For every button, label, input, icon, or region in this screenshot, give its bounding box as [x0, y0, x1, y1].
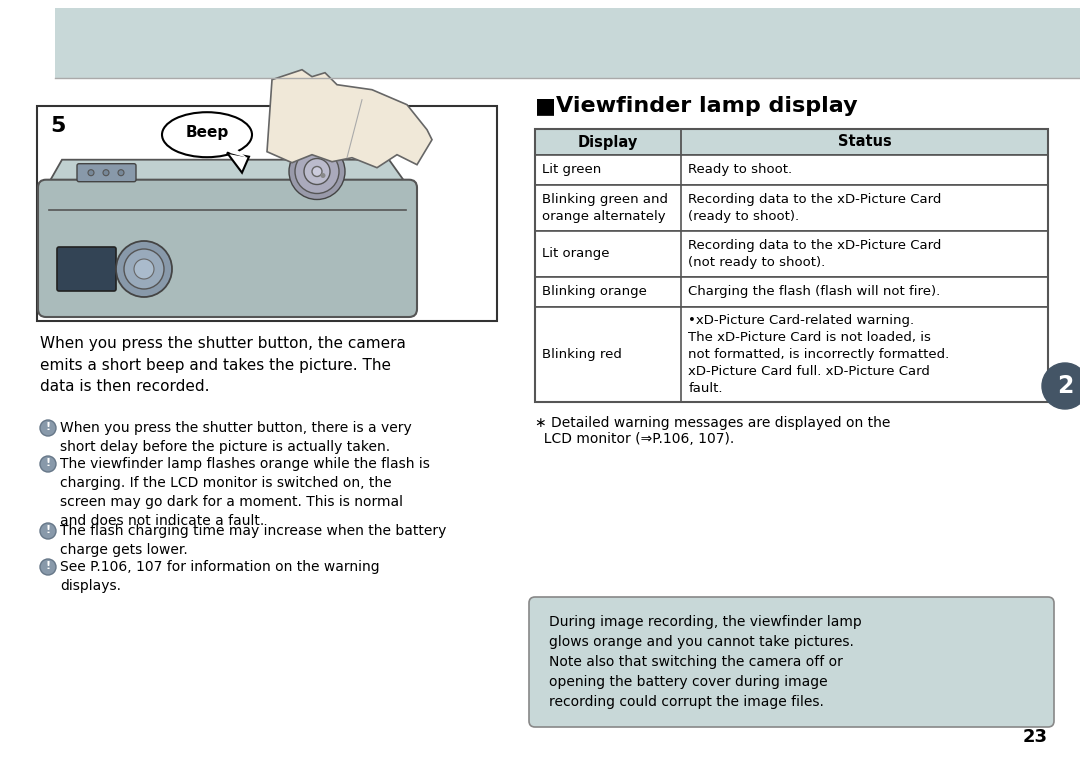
Text: Blinking red: Blinking red [542, 348, 622, 361]
Text: !: ! [45, 525, 51, 535]
Text: !: ! [45, 458, 51, 468]
Text: •xD-Picture Card-related warning.
The xD-Picture Card is not loaded, is
not form: •xD-Picture Card-related warning. The xD… [688, 314, 949, 395]
Bar [535, 185, 1048, 231]
Text: See P.106, 107 for information on the warning
displays.: See P.106, 107 for information on the wa… [60, 560, 380, 593]
Text: The viewfinder lamp flashes orange while the flash is
charging. If the LCD monit: The viewfinder lamp flashes orange while… [60, 457, 430, 528]
Ellipse shape [162, 113, 252, 158]
Text: Recording data to the xD-Picture Card
(not ready to shoot).: Recording data to the xD-Picture Card (n… [688, 239, 942, 269]
Text: Beep: Beep [186, 125, 229, 140]
FancyBboxPatch shape [38, 180, 417, 317]
Polygon shape [267, 70, 432, 168]
Text: Lit orange: Lit orange [542, 248, 609, 261]
Circle shape [103, 170, 109, 175]
Circle shape [295, 150, 339, 193]
Text: Blinking green and
orange alternately: Blinking green and orange alternately [542, 193, 669, 223]
Polygon shape [306, 95, 328, 140]
Text: Charging the flash (flash will not fire).: Charging the flash (flash will not fire)… [688, 286, 941, 299]
Text: 5: 5 [50, 116, 66, 136]
Polygon shape [46, 160, 409, 188]
Bar [535, 231, 1048, 277]
FancyBboxPatch shape [77, 164, 136, 182]
Text: LCD monitor (⇒P.106, 107).: LCD monitor (⇒P.106, 107). [535, 432, 734, 446]
Bar [37, 106, 497, 321]
Text: During image recording, the viewfinder lamp
glows orange and you cannot take pic: During image recording, the viewfinder l… [549, 615, 862, 709]
Circle shape [116, 241, 172, 297]
Bar [535, 277, 1048, 307]
Circle shape [40, 456, 56, 472]
Circle shape [303, 158, 330, 185]
Text: !: ! [45, 561, 51, 571]
Text: ∗ Detailed warning messages are displayed on the: ∗ Detailed warning messages are displaye… [535, 416, 890, 430]
Text: Viewfinder lamp display: Viewfinder lamp display [556, 96, 858, 116]
Text: Blinking orange: Blinking orange [542, 286, 647, 299]
Bar [535, 129, 1048, 402]
Polygon shape [227, 153, 249, 173]
Text: 2: 2 [1057, 374, 1074, 398]
FancyBboxPatch shape [529, 597, 1054, 727]
Circle shape [40, 559, 56, 575]
Circle shape [1042, 363, 1080, 409]
Text: Recording data to the xD-Picture Card
(ready to shoot).: Recording data to the xD-Picture Card (r… [688, 193, 942, 223]
Circle shape [40, 523, 56, 539]
Circle shape [134, 259, 154, 279]
Circle shape [289, 144, 345, 199]
Text: Display: Display [578, 134, 638, 150]
Circle shape [312, 167, 322, 176]
Text: When you press the shutter button, there is a very
short delay before the pictur: When you press the shutter button, there… [60, 421, 411, 454]
FancyBboxPatch shape [57, 247, 116, 291]
Text: Ready to shoot.: Ready to shoot. [688, 164, 793, 176]
Bar [535, 307, 1048, 402]
Circle shape [321, 173, 325, 178]
Text: Status: Status [838, 134, 891, 150]
Circle shape [40, 420, 56, 436]
Circle shape [118, 170, 124, 175]
Text: 23: 23 [1023, 728, 1048, 746]
Text: !: ! [45, 422, 51, 432]
Bar [535, 129, 1048, 155]
Text: When you press the shutter button, the camera
emits a short beep and takes the p: When you press the shutter button, the c… [40, 336, 406, 394]
Text: ■: ■ [535, 96, 556, 116]
Text: The flash charging time may increase when the battery
charge gets lower.: The flash charging time may increase whe… [60, 524, 446, 557]
Circle shape [124, 249, 164, 289]
Polygon shape [229, 150, 247, 158]
Bar [55, 8, 1080, 78]
Circle shape [87, 170, 94, 175]
Bar [535, 155, 1048, 185]
Text: Lit green: Lit green [542, 164, 602, 176]
